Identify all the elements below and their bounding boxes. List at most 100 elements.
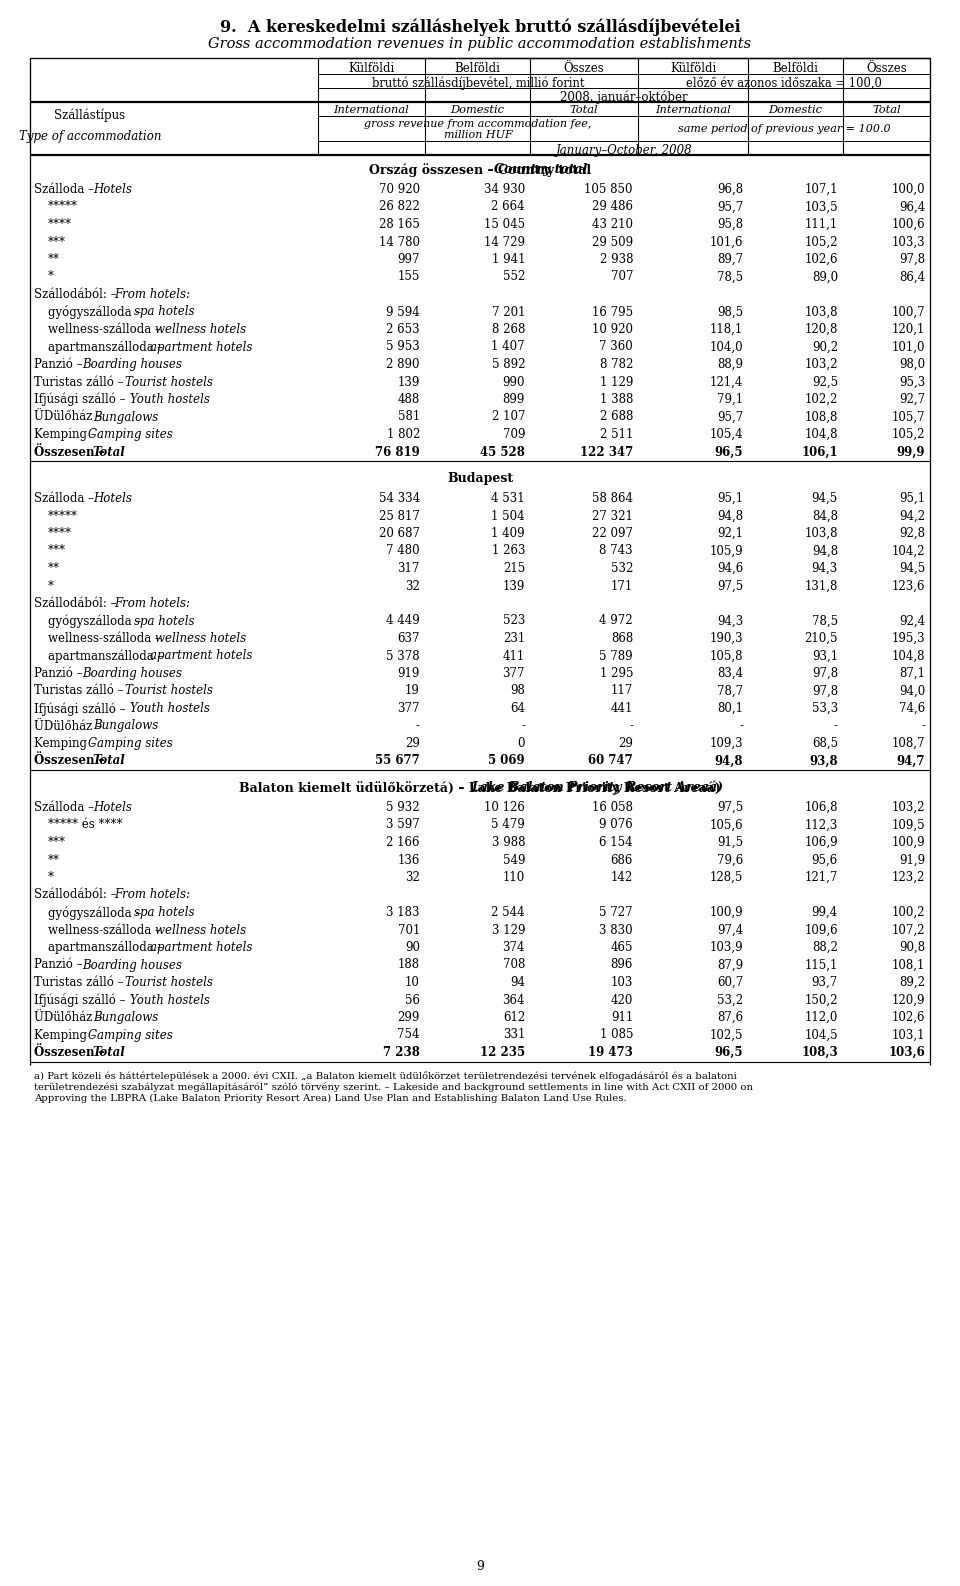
Text: 79,1: 79,1 xyxy=(717,393,743,406)
Text: 1 802: 1 802 xyxy=(387,428,420,441)
Text: Ifjúsági szálló –: Ifjúsági szálló – xyxy=(34,993,130,1007)
Text: 581: 581 xyxy=(397,411,420,423)
Text: Bungalows: Bungalows xyxy=(93,720,158,733)
Text: 98: 98 xyxy=(510,685,525,698)
Text: 549: 549 xyxy=(502,853,525,866)
Text: 2 938: 2 938 xyxy=(599,254,633,266)
Text: területrendezési szabályzat megállapításáról” szóló törvény szerint. – Lakeside : területrendezési szabályzat megállapítás… xyxy=(34,1083,753,1093)
Text: 10 920: 10 920 xyxy=(592,324,633,336)
Text: 2 107: 2 107 xyxy=(492,411,525,423)
Text: 9 594: 9 594 xyxy=(386,306,420,319)
Text: **: ** xyxy=(48,254,60,266)
Text: 105,2: 105,2 xyxy=(804,235,838,249)
Text: Total: Total xyxy=(93,755,126,768)
Text: Lake Balaton Priority Resort Areaá): Lake Balaton Priority Resort Areaá) xyxy=(471,780,724,795)
Text: Szállodából: –: Szállodából: – xyxy=(34,596,120,611)
Text: 108,3: 108,3 xyxy=(802,1047,838,1059)
Text: 868: 868 xyxy=(611,631,633,646)
Text: 94,6: 94,6 xyxy=(717,561,743,576)
Text: 55 677: 55 677 xyxy=(375,755,420,768)
Text: 89,2: 89,2 xyxy=(899,975,925,990)
Text: 105,2: 105,2 xyxy=(892,428,925,441)
Text: 5 953: 5 953 xyxy=(386,341,420,354)
Text: 104,0: 104,0 xyxy=(709,341,743,354)
Text: 104,5: 104,5 xyxy=(804,1028,838,1042)
Text: 89,0: 89,0 xyxy=(812,271,838,284)
Text: 120,9: 120,9 xyxy=(892,993,925,1007)
Text: Camping sites: Camping sites xyxy=(87,737,172,750)
Text: Budapest: Budapest xyxy=(447,473,513,485)
Text: 523: 523 xyxy=(503,614,525,628)
Text: 105,4: 105,4 xyxy=(709,428,743,441)
Text: Szállodából: –: Szállodából: – xyxy=(34,289,120,301)
Text: 78,7: 78,7 xyxy=(717,685,743,698)
Text: 34 930: 34 930 xyxy=(484,182,525,197)
Text: 377: 377 xyxy=(397,703,420,715)
Text: 112,3: 112,3 xyxy=(804,818,838,831)
Text: 93,1: 93,1 xyxy=(812,650,838,663)
Text: Bungalows: Bungalows xyxy=(93,411,158,423)
Text: 100,0: 100,0 xyxy=(892,182,925,197)
Text: Kemping –: Kemping – xyxy=(34,737,101,750)
Text: 105,9: 105,9 xyxy=(709,544,743,558)
Text: 150,2: 150,2 xyxy=(804,993,838,1007)
Text: 91,5: 91,5 xyxy=(717,836,743,849)
Text: 121,7: 121,7 xyxy=(804,871,838,883)
Text: 56: 56 xyxy=(405,993,420,1007)
Text: 709: 709 xyxy=(502,428,525,441)
Text: 420: 420 xyxy=(611,993,633,1007)
Text: *: * xyxy=(48,579,54,593)
Text: 108,7: 108,7 xyxy=(892,737,925,750)
Text: 465: 465 xyxy=(611,940,633,955)
Text: 92,1: 92,1 xyxy=(717,527,743,539)
Text: 94,8: 94,8 xyxy=(717,509,743,522)
Text: 5 892: 5 892 xyxy=(492,358,525,371)
Text: 532: 532 xyxy=(611,561,633,576)
Text: -: - xyxy=(834,720,838,733)
Text: 1 085: 1 085 xyxy=(599,1028,633,1042)
Text: 899: 899 xyxy=(503,393,525,406)
Text: 92,8: 92,8 xyxy=(899,527,925,539)
Text: 4 531: 4 531 xyxy=(492,492,525,504)
Text: 109,5: 109,5 xyxy=(892,818,925,831)
Text: Belföldi: Belföldi xyxy=(455,62,500,75)
Text: 27 321: 27 321 xyxy=(592,509,633,522)
Text: 919: 919 xyxy=(397,668,420,680)
Text: Hotels: Hotels xyxy=(93,801,132,814)
Text: **: ** xyxy=(48,853,60,866)
Text: 142: 142 xyxy=(611,871,633,883)
Text: 104,8: 104,8 xyxy=(804,428,838,441)
Text: Camping sites: Camping sites xyxy=(87,1028,172,1042)
Text: 411: 411 xyxy=(503,650,525,663)
Text: 139: 139 xyxy=(503,579,525,593)
Text: Ifjúsági szálló –: Ifjúsági szálló – xyxy=(34,393,130,406)
Text: 90,8: 90,8 xyxy=(899,940,925,955)
Text: 15 045: 15 045 xyxy=(484,217,525,232)
Text: 96,8: 96,8 xyxy=(717,182,743,197)
Text: 136: 136 xyxy=(397,853,420,866)
Text: gross revenue from accommodation fee,: gross revenue from accommodation fee, xyxy=(364,119,591,128)
Text: 2 544: 2 544 xyxy=(492,906,525,918)
Text: 100,2: 100,2 xyxy=(892,906,925,918)
Text: Country total: Country total xyxy=(494,163,588,176)
Text: 93,8: 93,8 xyxy=(809,755,838,768)
Text: 103,1: 103,1 xyxy=(892,1028,925,1042)
Text: 101,6: 101,6 xyxy=(709,235,743,249)
Text: 754: 754 xyxy=(397,1028,420,1042)
Text: előző év azonos időszaka = 100,0: előző év azonos időszaka = 100,0 xyxy=(686,78,882,90)
Text: Szálloda –: Szálloda – xyxy=(34,182,98,197)
Text: 612: 612 xyxy=(503,1010,525,1025)
Text: 103,2: 103,2 xyxy=(804,358,838,371)
Text: Balaton kiemelt üdülőkörzetá) – Lake Balaton Priority Resort Areaá): Balaton kiemelt üdülőkörzetá) – Lake Bal… xyxy=(239,780,721,795)
Text: 3 830: 3 830 xyxy=(599,923,633,936)
Text: apartmanszálloda –: apartmanszálloda – xyxy=(48,341,167,354)
Text: 92,7: 92,7 xyxy=(899,393,925,406)
Text: Total: Total xyxy=(93,446,126,458)
Text: 364: 364 xyxy=(502,993,525,1007)
Text: 7 480: 7 480 xyxy=(386,544,420,558)
Text: 53,2: 53,2 xyxy=(717,993,743,1007)
Text: 87,6: 87,6 xyxy=(717,1010,743,1025)
Text: 78,5: 78,5 xyxy=(812,614,838,628)
Text: 28 165: 28 165 xyxy=(379,217,420,232)
Text: 29 486: 29 486 xyxy=(592,200,633,214)
